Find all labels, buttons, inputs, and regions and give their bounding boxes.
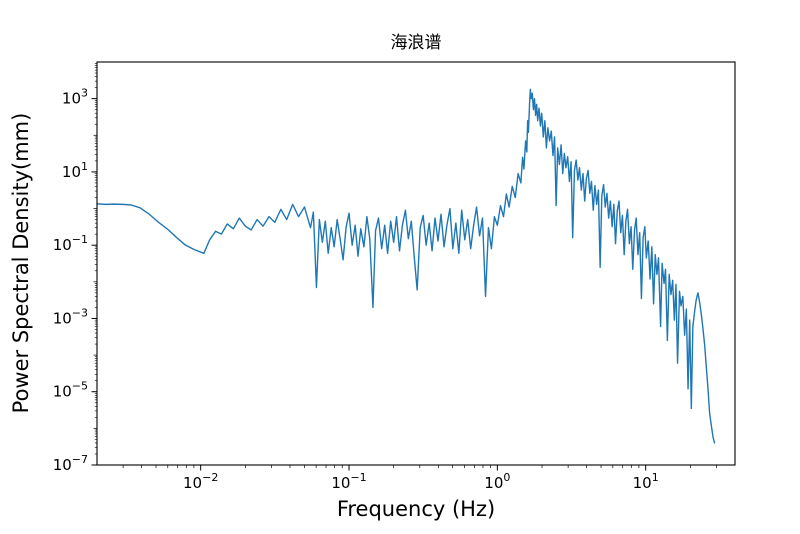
series-layer — [96, 88, 716, 444]
psd-series-line — [96, 88, 716, 444]
chart-title: 海浪谱 — [391, 33, 442, 53]
x-axis-label: Frequency (Hz) — [337, 497, 495, 521]
axes-spines — [96, 61, 736, 466]
y-axis-label: Power Spectral Density(mm) — [9, 113, 33, 414]
plot-area — [97, 62, 735, 465]
